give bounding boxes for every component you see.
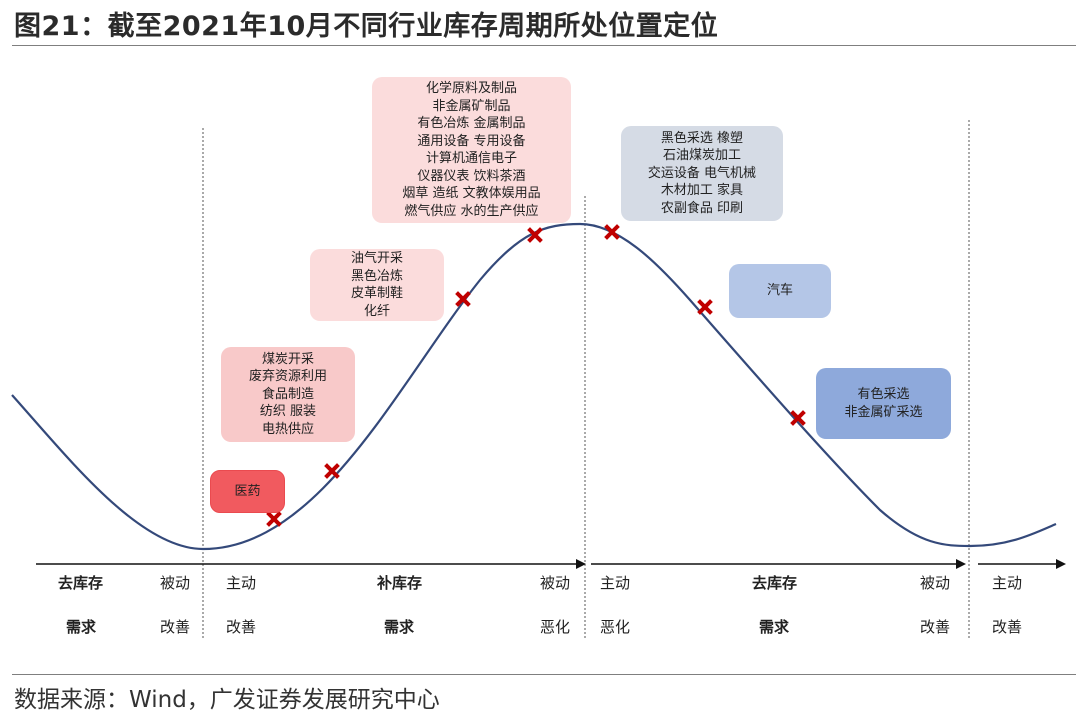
marker-youse xyxy=(790,410,806,426)
title-divider xyxy=(12,45,1076,46)
page-title: 图21：截至2021年10月不同行业库存周期所处位置定位 xyxy=(14,11,719,42)
cycle-curve xyxy=(11,222,1057,551)
marker-yiyao xyxy=(266,511,282,527)
phase-right-bottom-label: 改善 xyxy=(160,618,191,636)
phase-right-top-label: 被动 xyxy=(540,574,571,592)
industry-box-yiyao: 医药 xyxy=(210,470,285,513)
phase-left-top-label: 主动 xyxy=(600,574,631,592)
footer-divider xyxy=(12,674,1076,675)
timeline-arrow-3 xyxy=(978,559,1066,569)
industry-label: 纺织 服装 xyxy=(259,404,317,420)
timeline-arrow-2 xyxy=(591,559,966,569)
industry-label: 电热供应 xyxy=(261,421,314,437)
industry-box-heise: 黑色采选 橡塑 石油煤炭加工 交运设备 电气机械 木材加工 家具 农副食品 印刷 xyxy=(621,126,783,221)
industry-label: 有色采选 xyxy=(857,387,910,402)
phase-left-top-label: 主动 xyxy=(226,574,257,592)
industry-label: 煤炭开采 xyxy=(261,351,314,367)
industry-label: 化学原料及制品 xyxy=(425,81,517,96)
industry-label: 木材加工 家具 xyxy=(660,183,744,199)
industry-label: 烟草 造纸 文教体娱用品 xyxy=(402,186,541,201)
phase-demand-label: 需求 xyxy=(66,618,97,636)
phase-left-bottom-label: 恶化 xyxy=(600,618,631,636)
industry-label: 黑色采选 橡塑 xyxy=(660,130,744,146)
industry-label: 计算机通信电子 xyxy=(425,151,517,166)
industry-label: 石油煤炭加工 xyxy=(662,148,741,164)
industry-label: 非金属矿制品 xyxy=(432,98,511,114)
industry-label: 医药 xyxy=(234,483,261,499)
industry-label: 废弃资源利用 xyxy=(248,369,327,385)
industry-box-huaxue: 化学原料及制品 非金属矿制品 有色冶炼 金属制品 通用设备 专用设备 计算机通信… xyxy=(372,77,571,223)
marker-heise xyxy=(604,224,620,240)
phase-left-bottom-label: 改善 xyxy=(992,618,1023,636)
industry-label: 油气开采 xyxy=(350,251,403,266)
industry-label: 交运设备 电气机械 xyxy=(647,165,757,181)
industry-label: 黑色冶炼 xyxy=(350,268,403,284)
industry-box-qiche: 汽车 xyxy=(729,264,831,318)
phase-left-top-label: 主动 xyxy=(992,574,1023,592)
industry-label: 农副食品 印刷 xyxy=(660,200,744,216)
marker-qiche xyxy=(697,299,713,315)
timeline-arrow-1 xyxy=(36,559,586,569)
industry-box-youqi: 油气开采 黑色冶炼 皮革制鞋 化纤 xyxy=(310,249,444,321)
industry-label: 通用设备 专用设备 xyxy=(417,133,526,149)
phase-right-bottom-label: 恶化 xyxy=(540,618,571,636)
industry-label: 皮革制鞋 xyxy=(350,286,403,301)
phase-right-top-label: 被动 xyxy=(920,574,951,592)
industry-label: 汽车 xyxy=(766,283,793,299)
industry-label: 食品制造 xyxy=(261,386,314,402)
marker-meitan xyxy=(324,463,340,479)
industry-label: 化纤 xyxy=(363,303,390,319)
source-note: 数据来源：Wind，广发证券发展研究中心 xyxy=(14,687,440,713)
industry-label: 有色冶炼 金属制品 xyxy=(417,116,526,131)
phase-right-bottom-label: 改善 xyxy=(920,618,951,636)
phase-stage-label: 补库存 xyxy=(377,574,423,592)
phase-stage-label: 去库存 xyxy=(752,574,798,592)
phase-demand-label: 需求 xyxy=(759,618,790,636)
phase-demand-label: 需求 xyxy=(384,618,415,636)
industry-box-meitan: 煤炭开采 废弃资源利用 食品制造 纺织 服装 电热供应 xyxy=(221,347,355,442)
marker-youqi xyxy=(455,291,471,307)
industry-label: 燃气供应 水的生产供应 xyxy=(404,203,539,219)
phase-stage-label: 去库存 xyxy=(58,574,104,592)
marker-huaxue xyxy=(527,227,543,243)
industry-label: 仪器仪表 饮料茶酒 xyxy=(417,168,526,184)
industry-box-youse: 有色采选 非金属矿采选 xyxy=(816,368,951,439)
phase-right-top-label: 被动 xyxy=(160,574,191,592)
phase-left-bottom-label: 改善 xyxy=(226,618,257,636)
industry-label: 非金属矿采选 xyxy=(844,404,923,420)
